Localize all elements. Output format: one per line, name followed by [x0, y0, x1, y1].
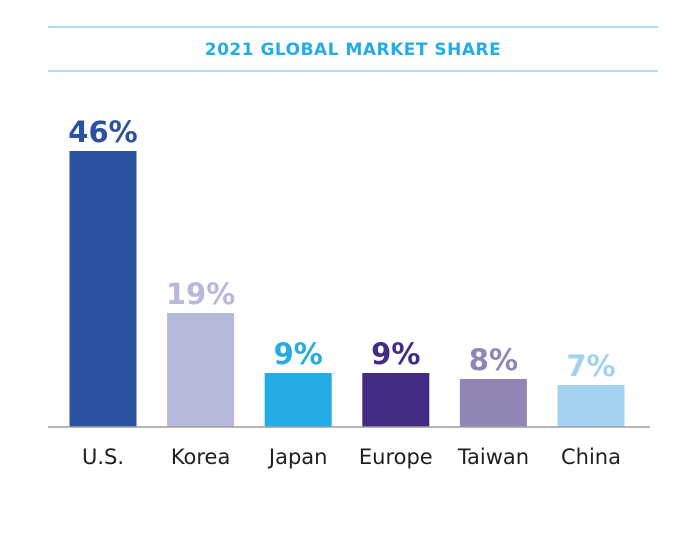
category-label-japan: Japan [267, 445, 328, 469]
bars-group [69, 151, 625, 427]
value-label-europe: 9% [371, 337, 420, 371]
category-label-europe: Europe [359, 445, 433, 469]
chart-title: 2021 GLOBAL MARKET SHARE [205, 40, 502, 60]
value-label-japan: 9% [274, 337, 323, 371]
category-label-us: U.S. [82, 445, 124, 469]
bar-europe [362, 373, 430, 427]
value-label-china: 7% [566, 349, 615, 383]
category-labels-group: U.S. Korea Japan Europe Taiwan China [82, 445, 621, 469]
bar-china [557, 385, 625, 427]
value-label-korea: 19% [166, 277, 235, 311]
value-label-us: 46% [68, 115, 137, 149]
category-label-china: China [561, 445, 621, 469]
category-label-taiwan: Taiwan [457, 445, 529, 469]
category-label-korea: Korea [171, 445, 231, 469]
bar-japan [264, 373, 332, 427]
bar-taiwan [459, 379, 527, 427]
bar-us [69, 151, 137, 427]
bar-korea [167, 313, 235, 427]
value-label-taiwan: 8% [469, 343, 518, 377]
value-labels-group: 46% 19% 9% 9% 8% 7% [68, 115, 615, 383]
